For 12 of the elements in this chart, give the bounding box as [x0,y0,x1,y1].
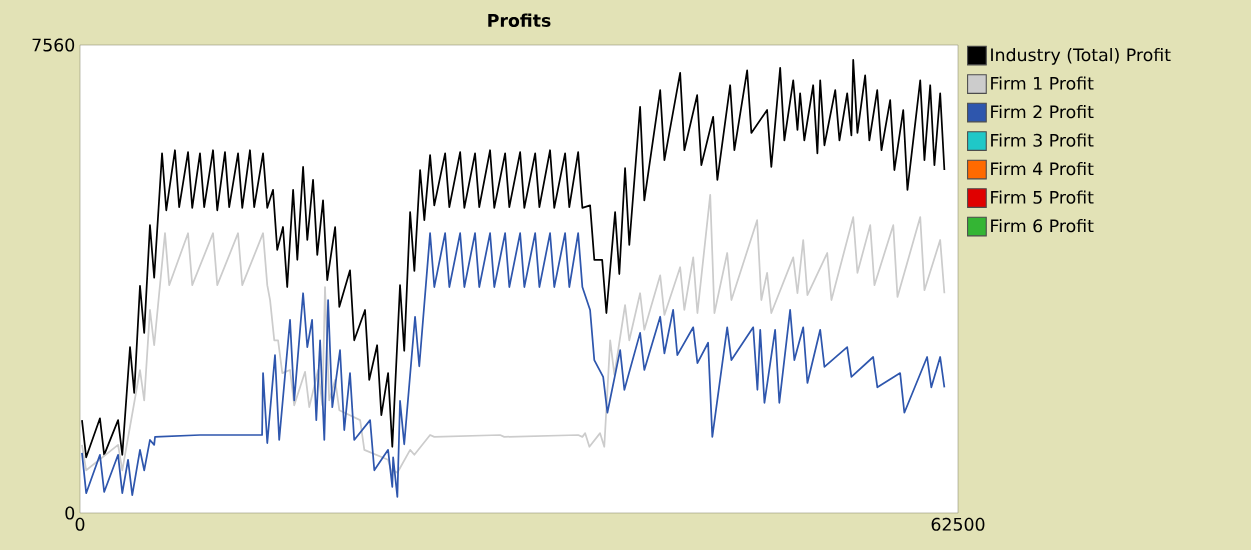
line-series [81,232,946,498]
legend-label: Firm 4 Profit [991,161,1094,176]
chart-title: Profits [488,13,551,27]
legend-label: Firm 5 Profit [991,190,1094,204]
legend-label: Industry (Total) Profit [991,47,1171,65]
legend-label: Firm 1 Profit [991,76,1094,90]
legend-label: Firm 3 Profit [991,133,1094,147]
y-tick-label: 7560 [32,38,75,52]
legend-label: Firm 6 Profit [991,218,1094,233]
legend-label: Firm 2 Profit [991,104,1094,119]
line-series [81,58,946,459]
x-tick-label: 62500 [931,517,985,531]
